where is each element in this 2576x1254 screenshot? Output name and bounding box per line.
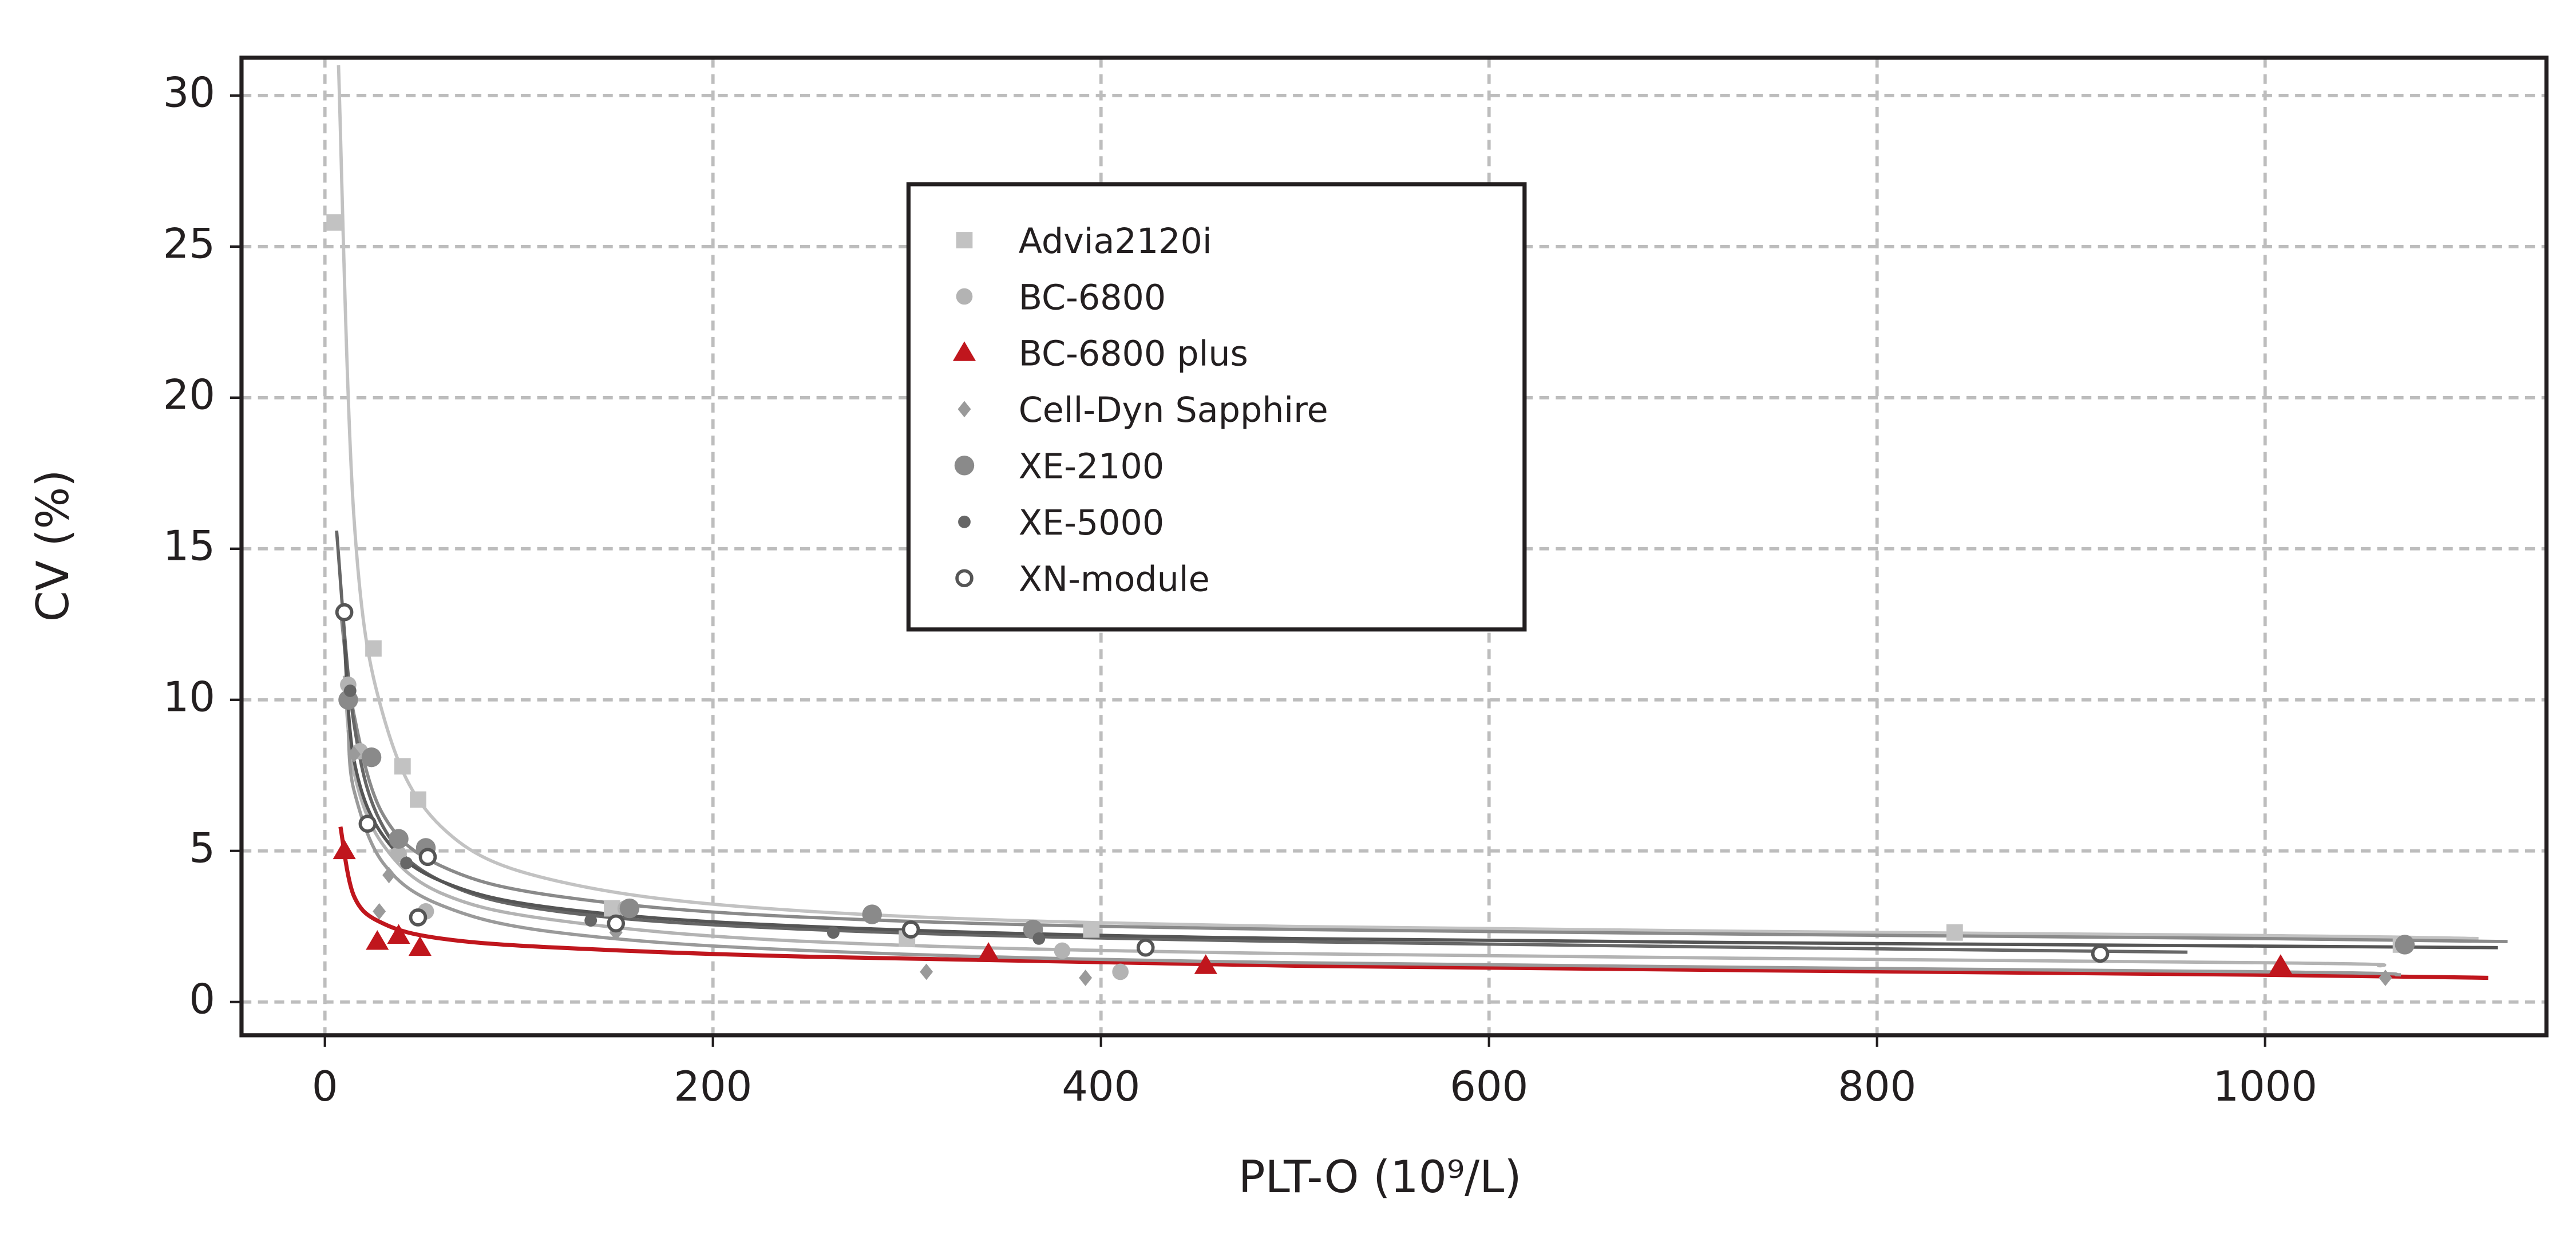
y-tick-label: 20 (163, 370, 215, 418)
legend-marker (956, 232, 973, 248)
legend-label: BC-6800 (1019, 278, 1166, 318)
marker (1032, 932, 1046, 945)
marker (366, 930, 389, 950)
marker (584, 914, 597, 927)
y-tick-label: 0 (189, 975, 215, 1023)
marker (410, 791, 426, 808)
fit-curve (337, 65, 2479, 940)
fit-curve (335, 530, 2188, 954)
marker (862, 904, 882, 924)
marker (333, 839, 356, 860)
x-tick-label: 400 (1062, 1062, 1140, 1110)
legend-label: XE-2100 (1019, 447, 1164, 487)
plot-frame (239, 56, 2549, 1038)
marker (382, 867, 396, 884)
marker (1054, 942, 1071, 959)
marker (335, 603, 354, 622)
marker (2395, 935, 2415, 955)
legend-marker (957, 401, 971, 418)
marker (1083, 921, 1100, 938)
marker (1194, 954, 1217, 974)
fit-curve (342, 639, 2498, 950)
legend-marker (958, 515, 971, 528)
y-tick-label: 10 (163, 673, 215, 721)
marker (343, 685, 357, 697)
marker (1946, 924, 1963, 941)
x-tick-label: 600 (1450, 1062, 1528, 1110)
marker (347, 746, 361, 763)
marker (394, 758, 411, 775)
legend-label: BC-6800 plus (1019, 334, 1248, 374)
marker (326, 214, 343, 231)
marker (977, 942, 1000, 962)
y-tick-label: 15 (163, 521, 215, 569)
marker (389, 829, 409, 849)
x-tick-label: 1000 (2213, 1062, 2317, 1110)
marker (1136, 938, 1155, 957)
legend: Advia2120i BC-6800 BC-6800 plus Cell-Dyn Sa… (906, 182, 1527, 632)
marker (358, 814, 377, 833)
marker (827, 926, 840, 939)
legend-label: Advia2120i (1019, 221, 1212, 262)
x-axis-title: PLT-O (10⁹/L) (1238, 1152, 1522, 1203)
marker (1112, 963, 1129, 980)
legend-marker (954, 456, 975, 476)
x-tick-label: 800 (1838, 1062, 1916, 1110)
y-tick-label: 25 (163, 219, 215, 267)
legend-marker (955, 569, 974, 588)
marker (409, 908, 428, 927)
fit-curve (342, 675, 2387, 968)
marker (387, 924, 410, 944)
marker (2379, 970, 2392, 986)
marker (361, 747, 382, 768)
x-tick-label: 200 (674, 1062, 752, 1110)
y-tick-label: 30 (163, 68, 215, 116)
legend-label: Cell-Dyn Sapphire (1019, 390, 1328, 430)
marker (1079, 970, 1093, 986)
legend-label: XE-5000 (1019, 503, 1164, 543)
marker (619, 898, 640, 919)
marker (2269, 954, 2292, 974)
y-tick-label: 5 (189, 824, 215, 872)
legend-box (906, 182, 1527, 632)
fit-curve (339, 609, 2508, 944)
marker (901, 920, 920, 939)
y-axis-title: CV (%) (27, 469, 79, 622)
marker (920, 963, 933, 980)
plot-area (326, 65, 2508, 986)
marker (418, 848, 437, 867)
marker (400, 856, 413, 869)
legend-marker (952, 341, 976, 361)
x-tick-label: 0 (312, 1062, 338, 1110)
marker (373, 903, 386, 920)
legend-marker (956, 288, 973, 305)
marker (365, 640, 382, 657)
marker (408, 936, 432, 956)
marker (2091, 944, 2110, 963)
marker (607, 914, 626, 933)
legend-label: XN-module (1019, 560, 1210, 600)
